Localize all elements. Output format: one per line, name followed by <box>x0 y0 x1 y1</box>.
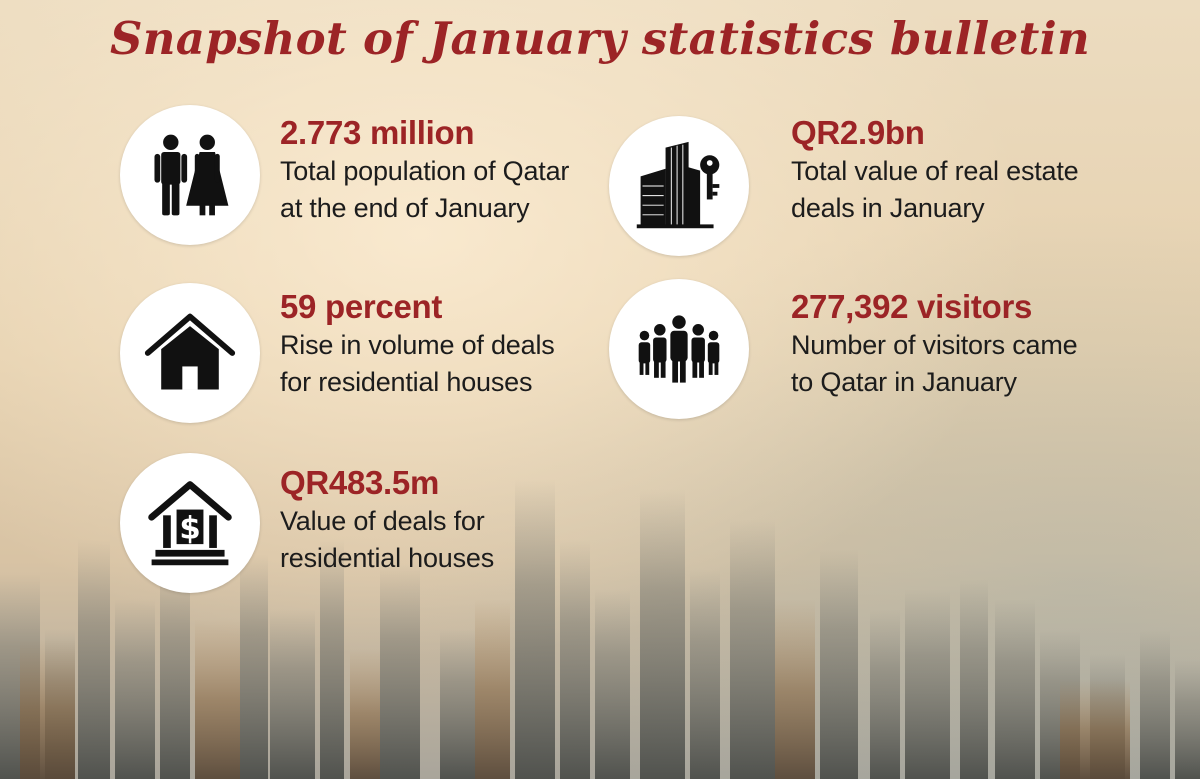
stat-text: QR2.9bn Total value of real estate deals… <box>791 113 1111 227</box>
building-key-icon <box>609 116 749 256</box>
stat-value: QR2.9bn <box>791 114 925 151</box>
city-skyline-background <box>0 479 1200 779</box>
house-icon <box>120 283 260 423</box>
stat-description: Rise in volume of deals for residential … <box>280 330 555 397</box>
svg-text:$: $ <box>179 510 200 546</box>
stat-value: QR483.5m <box>280 464 440 501</box>
stat-text: QR483.5m Value of deals for residential … <box>280 463 600 577</box>
couple-icon <box>120 105 260 245</box>
stat-value: 2.773 million <box>280 114 475 151</box>
crowd-icon <box>609 279 749 419</box>
stat-description: Value of deals for residential houses <box>280 506 495 573</box>
house-dollar-icon: $ <box>120 453 260 593</box>
stat-description: Total population of Qatar at the end of … <box>280 156 570 223</box>
stat-description: Number of visitors came to Qatar in Janu… <box>791 330 1078 397</box>
stat-text: 59 percent Rise in volume of deals for r… <box>280 287 600 401</box>
stat-text: 277,392 visitors Number of visitors came… <box>791 287 1111 401</box>
stat-description: Total value of real estate deals in Janu… <box>791 156 1079 223</box>
page-title: Snapshot of January statistics bulletin <box>109 12 1091 65</box>
stat-value: 277,392 visitors <box>791 288 1033 325</box>
stat-text: 2.773 million Total population of Qatar … <box>280 113 600 227</box>
stat-value: 59 percent <box>280 288 443 325</box>
